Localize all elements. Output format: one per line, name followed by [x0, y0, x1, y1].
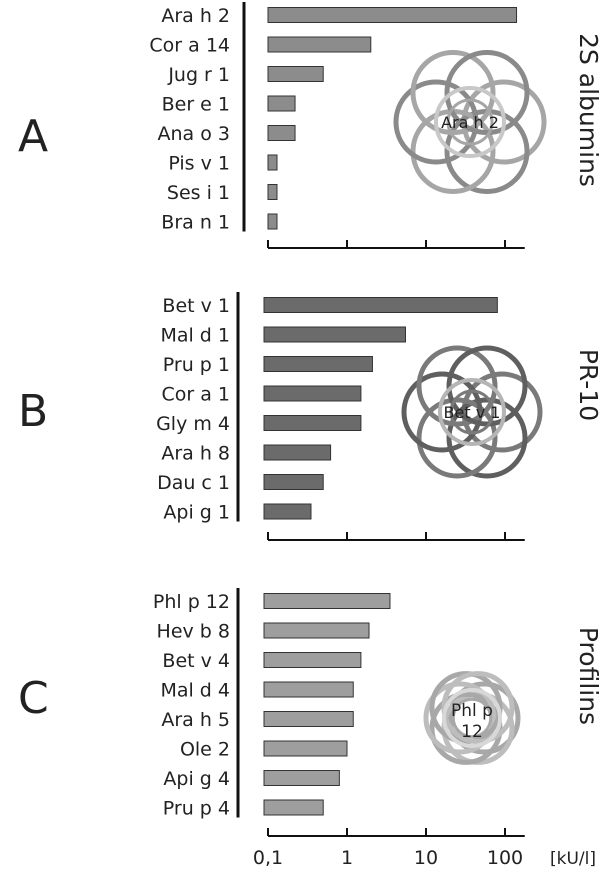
panel-letter: C	[18, 673, 49, 724]
category-label: Ole 2	[180, 739, 230, 761]
bar	[263, 799, 324, 816]
category-label: Jug r 1	[167, 64, 230, 86]
venn-circle	[393, 79, 479, 165]
x-tick-label: 1	[341, 847, 353, 869]
group-label: 2S albumins	[574, 33, 600, 187]
x-tick-label: 100	[487, 847, 523, 869]
venn-circle	[401, 371, 483, 453]
venn-circle	[416, 397, 498, 479]
venn-circle	[449, 389, 495, 435]
category-label: Gly m 4	[156, 413, 230, 435]
venn-circle	[446, 397, 528, 479]
venn-circle	[444, 50, 530, 136]
bar	[263, 711, 354, 727]
category-label: Phl p 12	[153, 591, 230, 613]
bar	[263, 385, 362, 402]
bar	[263, 503, 312, 520]
category-label: Pru p 1	[163, 354, 230, 376]
category-label: Ber e 1	[162, 94, 230, 116]
bar	[267, 125, 296, 141]
category-label: Ara h 2	[161, 5, 230, 27]
bar	[267, 7, 518, 23]
category-label: Ara h 8	[161, 443, 230, 465]
venn-circle	[447, 681, 521, 755]
bar	[263, 444, 332, 461]
panel-letter: A	[18, 111, 48, 162]
category-label: Api g 1	[163, 502, 230, 524]
category-label: Bet v 1	[162, 295, 230, 317]
bar	[267, 184, 278, 200]
category-label: Bet v 4	[162, 650, 230, 672]
group-label: Profilins	[574, 627, 600, 725]
panel-b: B Bet v 1 Mal d 1 Pru p 1 Cor a 1 Gly m 4 Ara …	[18, 292, 600, 541]
bar	[263, 770, 340, 786]
category-label: Cor a 14	[149, 35, 230, 57]
venn-circle	[446, 345, 528, 427]
category-label: Mal d 4	[160, 680, 230, 702]
category-label: Dau c 1	[157, 472, 230, 494]
venn-circle	[438, 378, 506, 446]
category-label: Api g 4	[163, 768, 230, 790]
bar	[263, 297, 498, 313]
bar	[267, 66, 324, 82]
bar	[263, 740, 348, 757]
bar	[263, 593, 391, 609]
category-label: Pis v 1	[168, 153, 230, 175]
category-label: Mal d 1	[160, 325, 230, 347]
bar	[263, 474, 324, 490]
bar	[267, 36, 372, 53]
bar	[267, 213, 278, 230]
panel-a: A Ara h 2 Cor a 14 Jug r 1 Ber e 1 Ana o 3 Pis…	[18, 2, 600, 249]
venn-circle	[446, 98, 494, 146]
venn-circle	[451, 697, 493, 739]
venn-circle	[434, 86, 506, 158]
bar	[267, 95, 296, 112]
venn-label-line: 12	[461, 722, 483, 742]
bar	[263, 652, 362, 668]
panel-letter: B	[18, 386, 48, 437]
bar	[263, 681, 354, 698]
venn-circle	[410, 50, 496, 136]
venn-circle	[461, 371, 543, 453]
bar	[267, 154, 278, 171]
category-label: Ara h 5	[161, 709, 230, 731]
bar	[263, 356, 373, 372]
x-unit-label: [kU/l]	[550, 849, 596, 869]
venn-label: Bet v 1	[444, 403, 501, 422]
category-label: Hev b 8	[157, 621, 230, 643]
category-label: Ana o 3	[158, 123, 230, 145]
bar	[263, 415, 362, 431]
x-tick-label: 10	[414, 847, 438, 869]
venn-circle	[416, 345, 498, 427]
venn-circle	[461, 79, 547, 165]
venn-label: Ara h 2	[441, 113, 499, 132]
category-label: Ses i 1	[167, 182, 230, 204]
bar	[263, 326, 406, 343]
venn-circle	[423, 681, 497, 755]
x-tick-label: 0,1	[253, 847, 283, 869]
panel-c: C Phl p 12 Hev b 8 Bet v 4 Mal d 4 Ara h 5 Ole…	[18, 588, 600, 869]
group-label: PR-10	[574, 349, 600, 421]
venn-circle	[442, 688, 502, 748]
category-label: Pru p 4	[163, 798, 230, 820]
bar	[263, 622, 370, 639]
category-label: Cor a 1	[161, 384, 230, 406]
category-label: Bra n 1	[161, 212, 230, 234]
venn-label-line: Phl p	[451, 701, 493, 721]
